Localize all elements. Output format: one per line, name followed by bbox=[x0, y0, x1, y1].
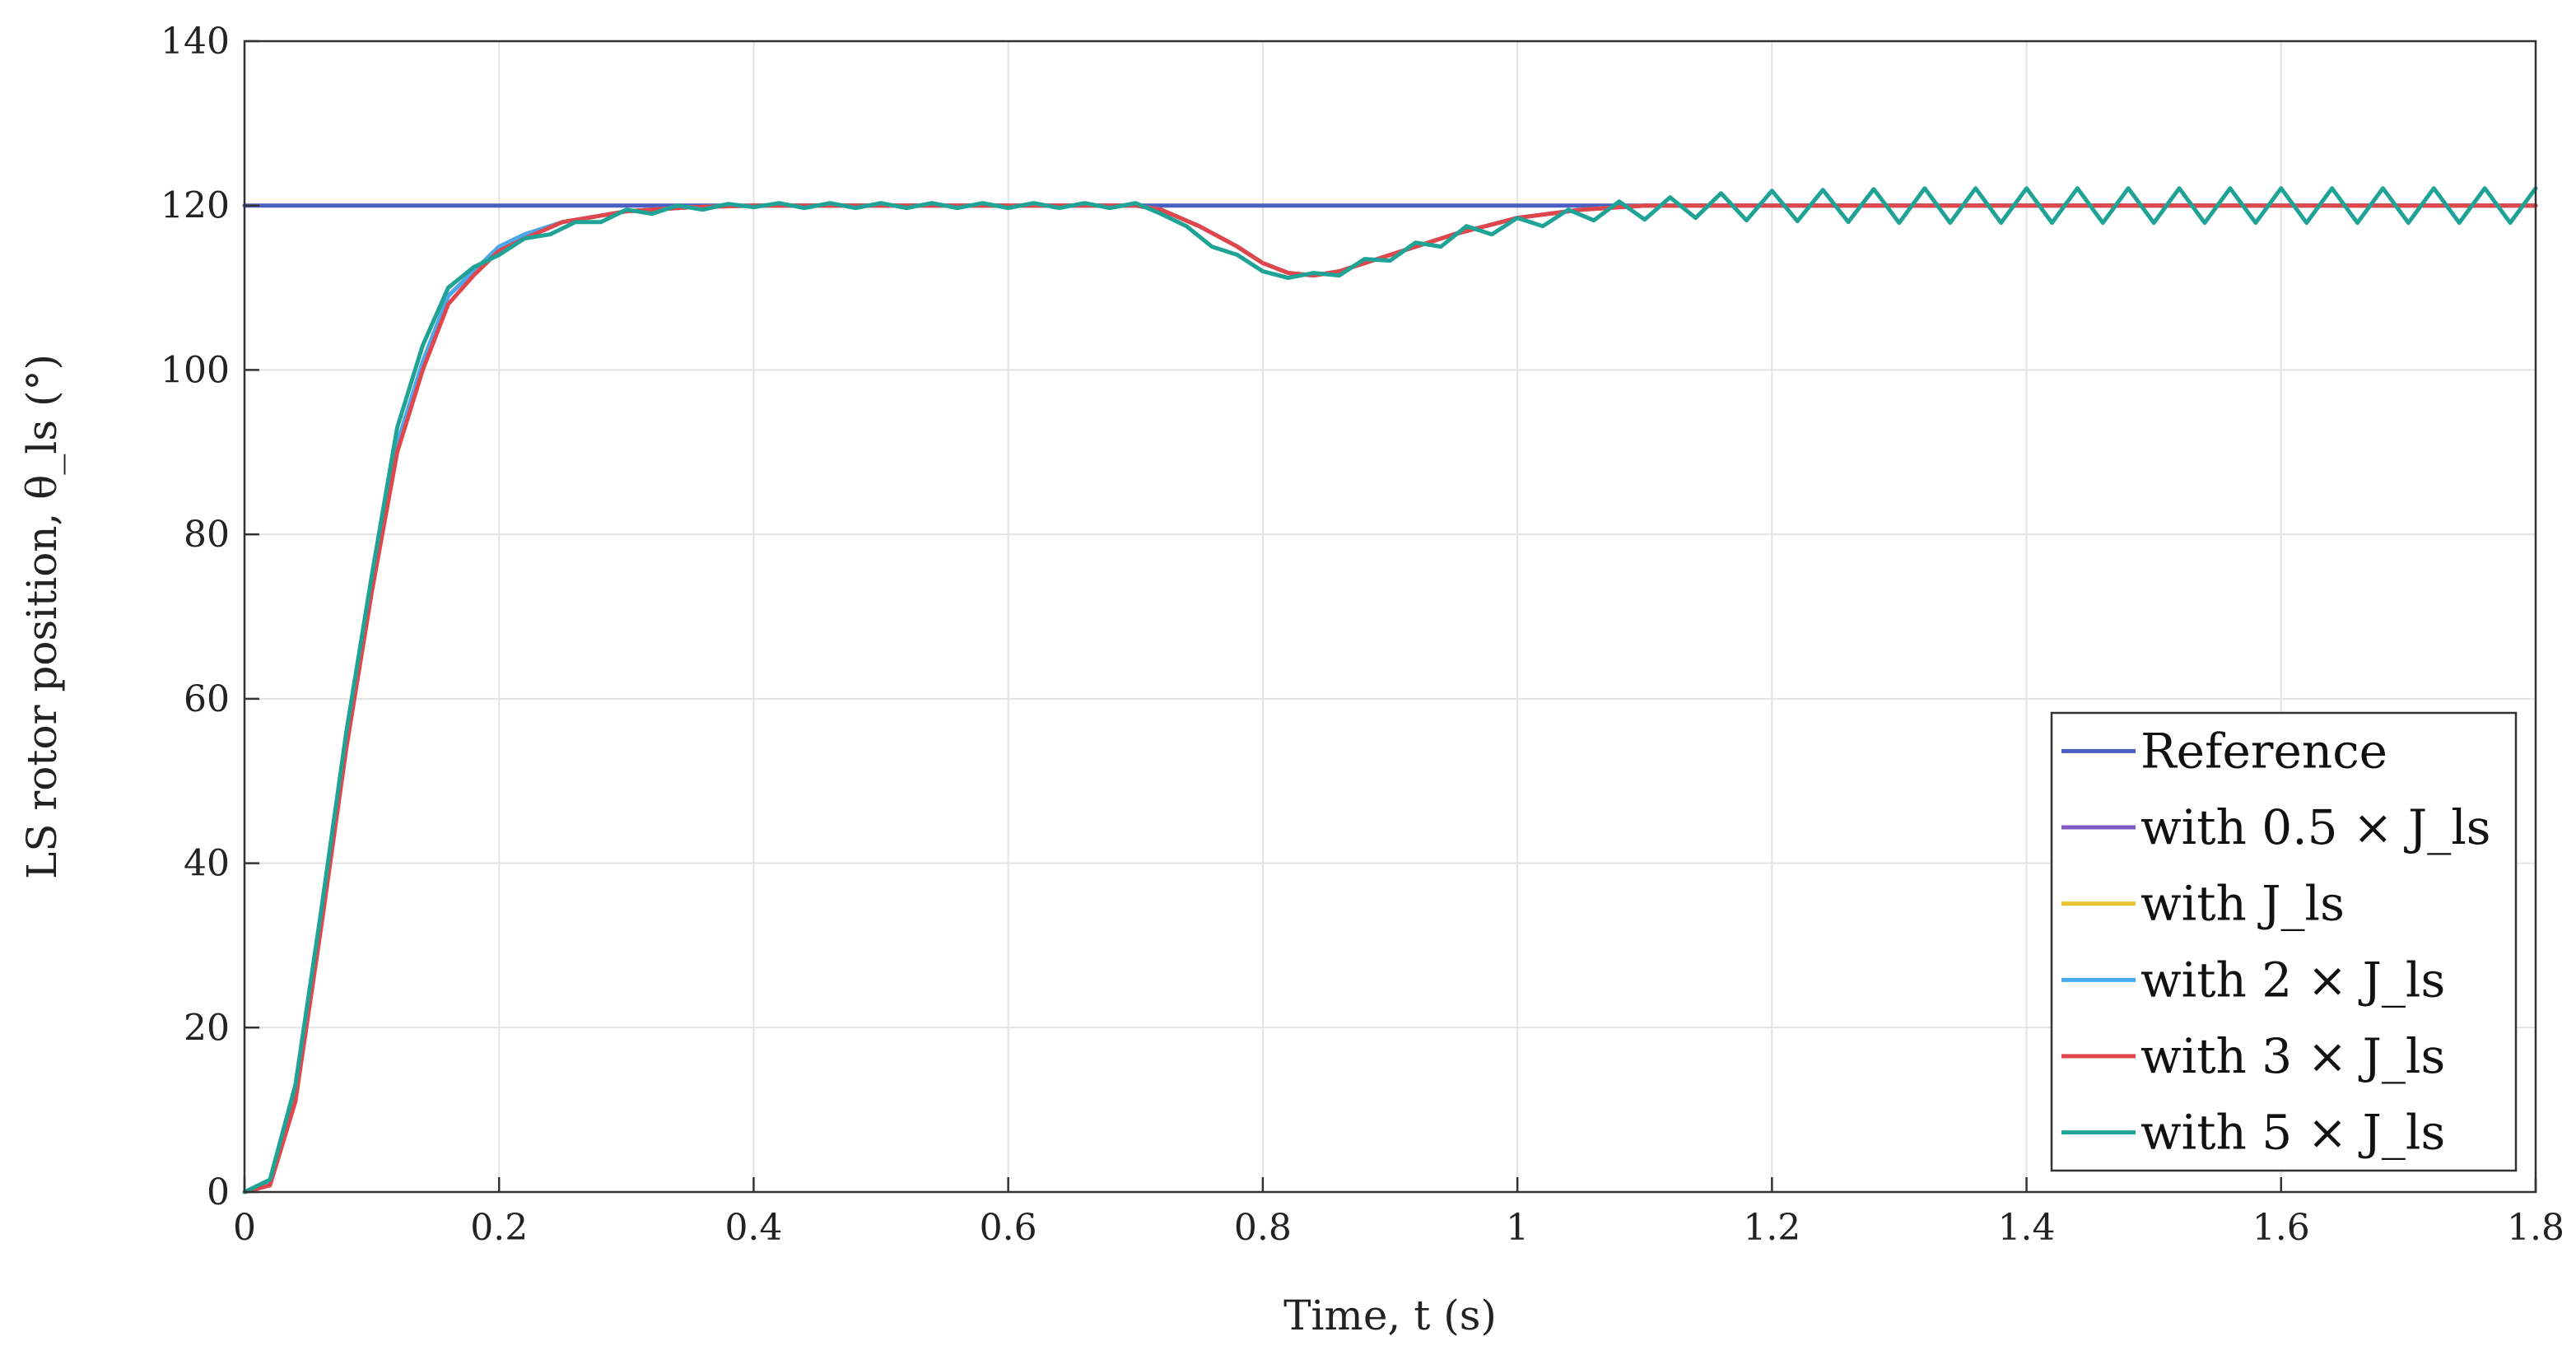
legend-box bbox=[2050, 711, 2518, 1172]
y-tick-label: 80 bbox=[184, 514, 230, 556]
legend-label: with 2 × J_ls bbox=[2140, 952, 2445, 1008]
x-tick-label: 0.8 bbox=[1234, 1207, 1292, 1249]
x-axis-title: Time, t (s) bbox=[1283, 1292, 1497, 1339]
legend-label: with 5 × J_ls bbox=[2140, 1105, 2445, 1161]
legend-label: with J_ls bbox=[2140, 876, 2345, 932]
legend-label: with 0.5 × J_ls bbox=[2140, 799, 2491, 855]
x-tick-label: 1 bbox=[1506, 1207, 1529, 1249]
y-tick-label: 20 bbox=[184, 1007, 230, 1049]
x-tick-label: 1.4 bbox=[1998, 1207, 2056, 1249]
y-tick-label: 100 bbox=[161, 349, 230, 391]
x-tick-label: 1.6 bbox=[2252, 1207, 2310, 1249]
y-axis-title: LS rotor position, θ_ls (°) bbox=[18, 354, 66, 879]
x-tick-label: 0 bbox=[233, 1207, 256, 1249]
x-tick-label: 0.4 bbox=[724, 1207, 782, 1249]
y-tick-labels: 0 20 40 60 80 100 120 140 bbox=[161, 21, 230, 1213]
legend-label: with 3 × J_ls bbox=[2140, 1028, 2445, 1084]
series-line-5 bbox=[242, 186, 2538, 1194]
y-tick-label: 40 bbox=[184, 843, 230, 885]
x-tick-label: 0.6 bbox=[980, 1207, 1037, 1249]
ticks bbox=[243, 40, 2537, 1194]
plot-frame bbox=[243, 40, 2537, 1194]
y-tick-label: 0 bbox=[207, 1171, 230, 1213]
x-tick-label: 0.2 bbox=[470, 1207, 528, 1249]
x-tick-labels: 0 0.2 0.4 0.6 0.8 1 1.2 1.4 1.6 1.8 bbox=[233, 1207, 2564, 1249]
y-tick-label: 140 bbox=[161, 21, 230, 63]
x-tick-label: 1.2 bbox=[1743, 1207, 1800, 1249]
y-tick-label: 120 bbox=[161, 185, 230, 227]
y-tick-label: 60 bbox=[184, 678, 230, 720]
legend-label: Reference bbox=[2140, 723, 2387, 779]
x-tick-label: 1.8 bbox=[2507, 1207, 2564, 1249]
series-group bbox=[242, 186, 2538, 1194]
